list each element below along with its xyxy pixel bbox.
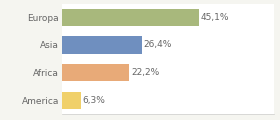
Text: 6,3%: 6,3% (83, 96, 106, 105)
Text: 45,1%: 45,1% (200, 13, 229, 22)
Bar (62, 64, 129, 81)
Bar (62, 92, 81, 109)
Bar (62, 9, 199, 26)
Text: 22,2%: 22,2% (131, 68, 159, 77)
Bar (62, 36, 142, 54)
Text: 26,4%: 26,4% (144, 41, 172, 49)
